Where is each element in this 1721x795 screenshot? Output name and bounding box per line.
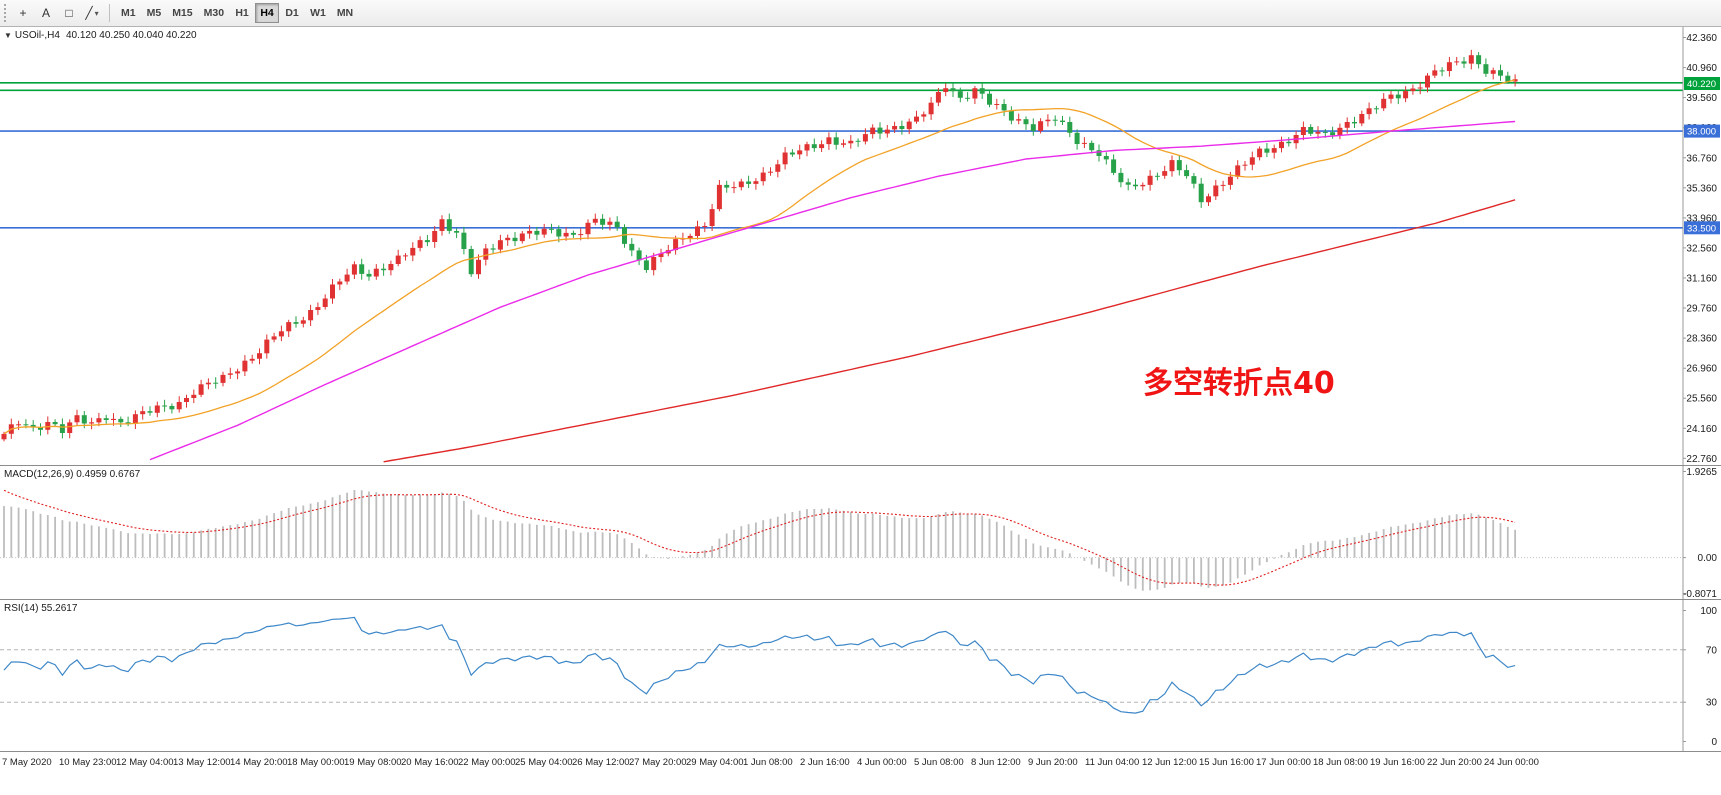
hline-level-label: 38.000 <box>1684 124 1720 138</box>
ohlc-readout: 40.120 40.250 40.040 40.220 <box>65 30 197 41</box>
time-axis-label: 22 May 00:00 <box>458 757 516 768</box>
toolbar-grip[interactable] <box>4 4 8 22</box>
time-axis-label: 27 May 20:00 <box>629 757 687 768</box>
time-axis-label: 15 Jun 16:00 <box>1199 757 1254 768</box>
time-axis-label: 1 Jun 08:00 <box>743 757 793 768</box>
macd-panel: MACD(12,26,9) 0.4959 0.6767 1.9265 0.00 -0… <box>0 465 1721 599</box>
macd-label: MACD(12,26,9) 0.4959 0.6767 <box>4 469 141 480</box>
bid-price-label: 40.220 <box>1684 77 1720 90</box>
time-axis-label: 12 May 04:00 <box>116 757 174 768</box>
price-axis-label: 28.360 <box>1686 334 1717 345</box>
rectangle-icon: □ <box>65 6 73 20</box>
main-chart-svg[interactable]: 多空转折点4042.36040.96039.56038.16036.76035.… <box>0 27 1721 465</box>
timeframe-button-h4[interactable]: H4 <box>255 3 280 23</box>
time-axis-label: 9 Jun 20:00 <box>1028 757 1078 768</box>
price-axis-label: 39.560 <box>1686 93 1717 104</box>
rsi-svg[interactable]: 100 70 30 0 <box>0 600 1721 751</box>
price-axis-label: 42.360 <box>1686 33 1717 44</box>
time-axis-label: 19 Jun 16:00 <box>1370 757 1425 768</box>
timeframe-button-h1[interactable]: H1 <box>235 7 249 19</box>
chart-annotation: 多空转折点40 <box>1143 366 1335 401</box>
price-axis-label: 36.760 <box>1686 153 1717 164</box>
time-axis-label: 20 May 16:00 <box>401 757 459 768</box>
time-axis-label: 8 Jun 12:00 <box>971 757 1021 768</box>
timeframe-button-mn[interactable]: MN <box>336 7 354 19</box>
hline-level-label: 33.500 <box>1684 221 1720 235</box>
price-axis-label: 35.360 <box>1686 183 1717 194</box>
time-axis-label: 22 Jun 20:00 <box>1427 757 1482 768</box>
macd-svg[interactable]: 1.9265 0.00 -0.8071 <box>0 466 1721 599</box>
text-tool-icon: A <box>41 6 50 20</box>
rsi-line <box>3 616 1516 714</box>
moving-averages-layer <box>3 79 1516 463</box>
time-axis[interactable]: 7 May 2020 10 May 23:00 12 May 04:00 13 May… <box>0 751 1721 775</box>
timeframe-button-m1[interactable]: M1 <box>121 7 136 19</box>
line-studies-button[interactable]: ╱ ▾ <box>81 3 103 24</box>
chart-title-row: ▼ USOil-,H4 40.120 40.250 40.040 40.220 <box>4 30 197 41</box>
time-axis-label: 29 May 04:00 <box>686 757 744 768</box>
horizontal-lines-layer[interactable] <box>0 81 1683 229</box>
svg-text:40.220: 40.220 <box>1687 79 1716 90</box>
rsi-axis-label: 100 <box>1700 606 1717 617</box>
macd-axis-label: 0.00 <box>1698 553 1718 564</box>
rectangle-tool-button[interactable]: □ <box>58 3 80 24</box>
price-axis-label: 24.160 <box>1686 424 1717 435</box>
rsi-panel: RSI(14) 55.2617 100 70 30 0 <box>0 599 1721 751</box>
crosshair-tool-button[interactable]: + <box>12 3 34 24</box>
time-axis-label: 5 Jun 08:00 <box>914 757 964 768</box>
chart-collapse-icon[interactable]: ▼ <box>4 31 12 40</box>
price-axis-label: 29.760 <box>1686 304 1717 315</box>
timeframe-button-d1[interactable]: D1 <box>285 7 299 19</box>
rsi-axis-label: 30 <box>1706 698 1718 709</box>
rsi-label: RSI(14) 55.2617 <box>4 603 78 614</box>
price-axis-label: 22.760 <box>1686 454 1717 465</box>
price-axis-label: 40.960 <box>1686 63 1717 74</box>
timeframe-button-w1[interactable]: W1 <box>310 7 326 19</box>
price-axis[interactable]: 42.36040.96039.56038.16036.76035.36033.9… <box>1682 27 1720 465</box>
trendline-icon: ╱ <box>85 6 93 20</box>
time-axis-label: 26 May 12:00 <box>572 757 630 768</box>
time-axis-label: 14 May 20:00 <box>230 757 288 768</box>
price-axis-label: 26.960 <box>1686 364 1717 375</box>
time-axis-label: 7 May 2020 <box>2 757 52 768</box>
time-axis-label: 18 May 00:00 <box>287 757 345 768</box>
time-axis-label: 19 May 08:00 <box>344 757 402 768</box>
toolbar-separator <box>109 4 110 22</box>
price-axis-label: 25.560 <box>1686 394 1717 405</box>
chevron-down-icon: ▾ <box>94 8 99 18</box>
price-axis-label: 33.960 <box>1686 213 1717 224</box>
time-axis-label: 2 Jun 16:00 <box>800 757 850 768</box>
symbol-period-label: USOil-,H4 <box>14 30 60 41</box>
time-axis-label: 18 Jun 08:00 <box>1313 757 1368 768</box>
svg-text:33.500: 33.500 <box>1687 223 1716 234</box>
macd-signal-line <box>3 489 1516 586</box>
drawing-tools-group: + A □ ╱ ▾ <box>12 3 103 24</box>
time-axis-label: 24 Jun 00:00 <box>1484 757 1539 768</box>
svg-text:38.000: 38.000 <box>1687 127 1716 138</box>
time-axis-label: 13 May 12:00 <box>173 757 231 768</box>
time-axis-label: 25 May 04:00 <box>515 757 573 768</box>
time-axis-label: 17 Jun 00:00 <box>1256 757 1311 768</box>
timeframe-button-m30[interactable]: M30 <box>203 7 225 19</box>
rsi-axis-label: 70 <box>1706 645 1718 656</box>
rsi-axis-label: 0 <box>1711 737 1717 748</box>
timeframes-group: M1 M5 M15 M30 H1 H4 D1 W1 MN <box>116 3 358 23</box>
macd-axis-label: 1.9265 <box>1686 467 1717 478</box>
toolbar: + A □ ╱ ▾ M1 M5 M15 M30 H1 H4 D1 W1 MN <box>0 0 1721 27</box>
timeframe-button-m15[interactable]: M15 <box>172 7 193 19</box>
price-axis-label: 32.560 <box>1686 243 1717 254</box>
time-axis-label: 10 May 23:00 <box>59 757 117 768</box>
macd-histogram <box>3 490 1516 591</box>
timeframe-button-m5[interactable]: M5 <box>146 7 162 19</box>
bottom-spacer <box>0 775 1721 795</box>
time-axis-label: 4 Jun 00:00 <box>857 757 907 768</box>
price-axis-label: 31.160 <box>1686 274 1717 285</box>
text-label-tool-button[interactable]: A <box>35 3 57 24</box>
time-axis-label: 11 Jun 04:00 <box>1085 757 1140 768</box>
main-chart-panel: ▼ USOil-,H4 40.120 40.250 40.040 40.220 多空… <box>0 27 1721 465</box>
macd-axis-label: -0.8071 <box>1683 589 1717 599</box>
crosshair-icon: + <box>19 6 27 20</box>
time-axis-label: 12 Jun 12:00 <box>1142 757 1197 768</box>
